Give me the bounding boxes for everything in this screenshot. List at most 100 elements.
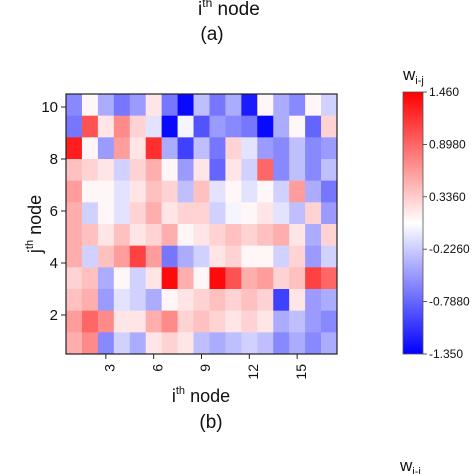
colorbar-tick-label: -1.350	[429, 347, 463, 361]
heatmap-cell	[273, 159, 290, 182]
heatmap-cell	[81, 180, 99, 203]
heatmap-cell	[321, 310, 338, 333]
heatmap-cell	[273, 94, 290, 117]
heatmap-cell	[145, 159, 163, 182]
heatmap-cell	[257, 180, 274, 203]
heatmap-cell	[81, 159, 99, 182]
heatmap-cell	[193, 245, 210, 268]
heatmap-cell	[145, 267, 163, 290]
heatmap-cell	[321, 202, 338, 225]
x-tick-label: 3	[102, 364, 118, 372]
heatmap-cell	[209, 137, 226, 160]
heatmap-cell	[209, 115, 226, 138]
heatmap-cell	[145, 94, 163, 117]
heatmap-cell	[145, 245, 163, 268]
heatmap-cell	[129, 245, 147, 268]
heatmap-cell	[161, 202, 178, 225]
heatmap-cell	[97, 115, 115, 138]
heatmap-cell	[66, 245, 83, 268]
heatmap-cell	[81, 267, 99, 290]
heatmap-cell	[257, 137, 274, 160]
heatmap-cell	[113, 332, 131, 355]
heatmap-cell	[241, 224, 258, 247]
heatmap-cell	[289, 180, 306, 203]
heatmap-cell	[145, 115, 163, 138]
heatmap-cell	[177, 115, 194, 138]
heatmap-cell	[209, 224, 226, 247]
panel-a-label: (a)	[200, 24, 223, 45]
heatmap-cell	[305, 332, 322, 355]
heatmap-cell	[129, 159, 147, 182]
heatmap-cell	[129, 115, 147, 138]
heatmap-cell	[81, 332, 99, 355]
heatmap-cell	[257, 289, 274, 312]
heatmap-cell	[177, 245, 194, 268]
heatmap-cell	[177, 94, 194, 117]
heatmap-cell	[113, 115, 131, 138]
heatmap-cell	[66, 137, 83, 160]
heatmap-cell	[225, 159, 242, 182]
heatmap-cell	[193, 310, 210, 333]
heatmap-cell	[66, 224, 83, 247]
y-tick-label: 4	[50, 255, 58, 272]
heatmap-cell	[289, 94, 306, 117]
heatmap-cell	[161, 180, 178, 203]
heatmap-cell	[321, 289, 338, 312]
heatmap-cell	[161, 94, 178, 117]
heatmap-cell	[161, 289, 178, 312]
heatmap-cell	[161, 137, 178, 160]
heatmap-cell	[321, 180, 338, 203]
heatmap-cell	[241, 137, 258, 160]
heatmap-cell	[161, 224, 178, 247]
heatmap-cell	[145, 310, 163, 333]
heatmap-cell	[113, 267, 131, 290]
heatmap-cell	[193, 115, 210, 138]
heatmap-cell	[113, 289, 131, 312]
y-axis-label: jth node	[24, 195, 45, 254]
heatmap-cell	[209, 94, 226, 117]
x-tick-label: 12	[245, 364, 261, 380]
heatmap-cell	[257, 245, 274, 268]
heatmap-cell	[241, 159, 258, 182]
heatmap-cell	[193, 202, 210, 225]
heatmap-cell	[305, 115, 322, 138]
colorbar-tick-label: 0.8980	[429, 137, 466, 151]
heatmap-cell	[193, 267, 210, 290]
heatmap-cell	[97, 267, 115, 290]
heatmap-cell	[209, 310, 226, 333]
heatmap-cell	[289, 137, 306, 160]
heatmap-cell	[81, 224, 99, 247]
heatmap-cell	[66, 332, 83, 355]
heatmap-cell	[209, 245, 226, 268]
heatmap-cell	[241, 289, 258, 312]
heatmap-cell	[257, 115, 274, 138]
heatmap-cell	[81, 94, 99, 117]
heatmap-cell	[273, 224, 290, 247]
heatmap-cell	[321, 224, 338, 247]
heatmap-cell	[241, 180, 258, 203]
heatmap-cell	[241, 332, 258, 355]
heatmap-cell	[66, 202, 83, 225]
heatmap-cell	[129, 224, 147, 247]
heatmap-cell	[129, 137, 147, 160]
heatmap-cell	[129, 180, 147, 203]
heatmap-cell	[145, 180, 163, 203]
heatmap-cell	[225, 310, 242, 333]
heatmap-cell	[273, 310, 290, 333]
heatmap-cell	[257, 310, 274, 333]
heatmap-cell	[161, 245, 178, 268]
heatmap-cell	[145, 289, 163, 312]
heatmap-cell	[81, 289, 99, 312]
heatmap-cell	[161, 267, 178, 290]
x-axis-ticks: 3 6 9 12 15	[102, 354, 309, 380]
heatmap-cell	[273, 289, 290, 312]
heatmap-cell	[193, 180, 210, 203]
heatmap-cell	[289, 159, 306, 182]
heatmap-cell	[129, 267, 147, 290]
heatmap-cell	[257, 159, 274, 182]
heatmap-cell	[321, 245, 338, 268]
heatmap-cell	[321, 94, 338, 117]
heatmap-cell	[225, 137, 242, 160]
heatmap-cell	[193, 137, 210, 160]
heatmap-cell	[97, 137, 115, 160]
